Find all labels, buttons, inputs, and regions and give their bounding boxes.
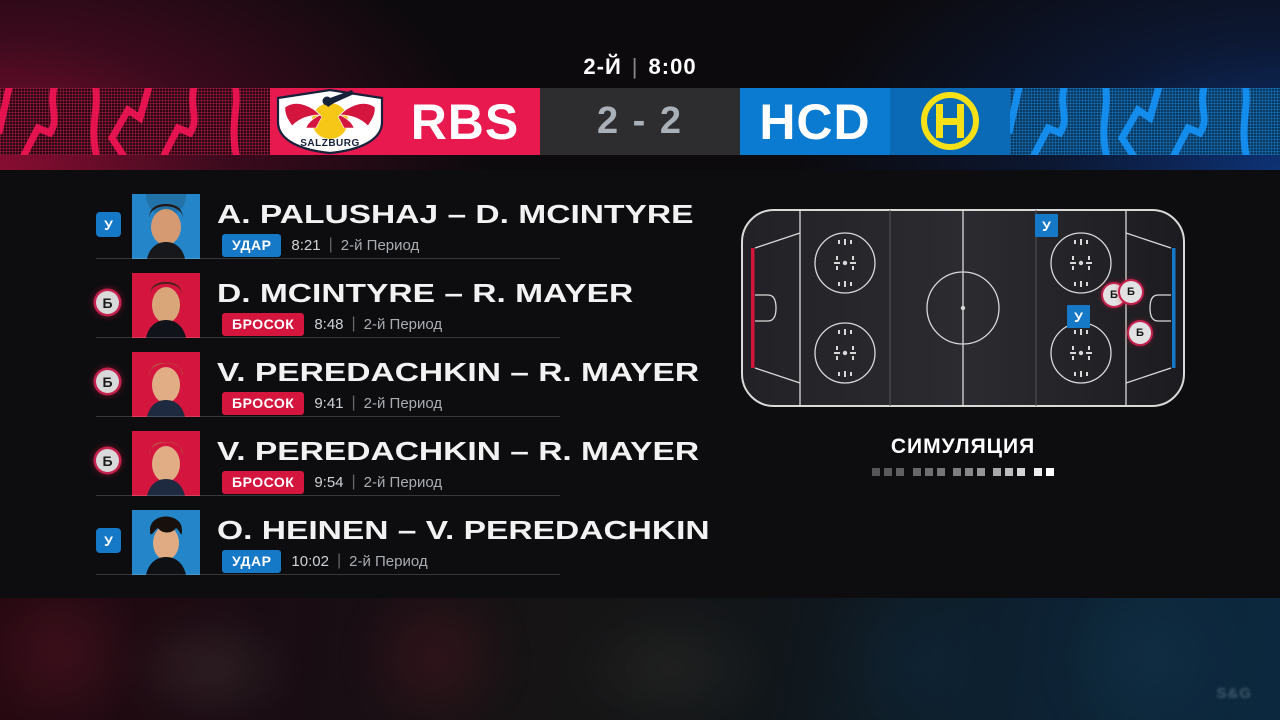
svg-text:SALZBURG: SALZBURG bbox=[300, 138, 360, 149]
